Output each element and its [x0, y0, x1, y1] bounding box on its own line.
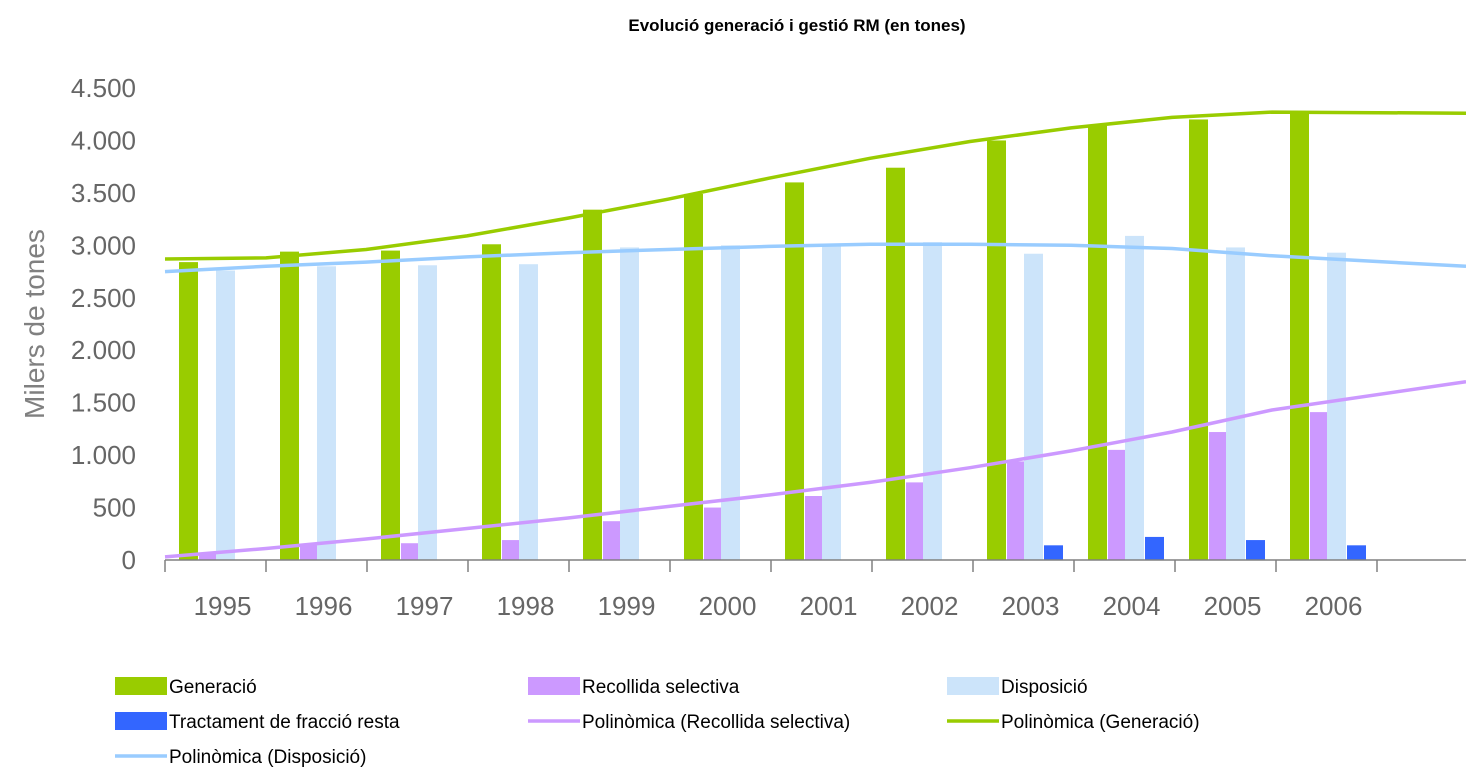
x-tick-label: 2004 [1103, 591, 1161, 621]
x-tick-label: 2000 [699, 591, 757, 621]
y-tick-label: 0 [122, 545, 136, 575]
legend-swatch [115, 677, 167, 695]
bar-disposici--1996 [317, 266, 336, 560]
bar-generaci--1998 [482, 244, 501, 561]
bar-disposici--2003 [1024, 253, 1043, 561]
bar-generaci--2001 [785, 182, 804, 560]
bar-tractament-de-fracci-resta-2004 [1145, 536, 1164, 560]
y-tick-label: 4.000 [71, 125, 136, 155]
bar-disposici--2005 [1226, 247, 1245, 561]
bar-disposici--2001 [822, 245, 841, 561]
legend-swatch [115, 712, 167, 730]
bar-generaci--2002 [886, 167, 905, 560]
legend-label: Polinòmica (Recollida selectiva) [582, 712, 850, 733]
legend-label: Polinòmica (Disposició) [169, 747, 366, 768]
bar-tractament-de-fracci-resta-2006 [1347, 545, 1366, 560]
trend-lines [164, 110, 1466, 559]
bar-tractament-de-fracci-resta-2003 [1044, 545, 1063, 560]
trend-line-polin-mica-generaci- [164, 110, 1466, 261]
bar-disposici--1998 [519, 264, 538, 560]
bar-recollida-selectiva-2004 [1108, 449, 1127, 560]
bar-recollida-selectiva-2005 [1209, 432, 1228, 560]
bar-recollida-selectiva-1997 [401, 543, 420, 560]
y-tick-label: 500 [93, 493, 136, 523]
bar-generaci--1995 [179, 262, 198, 560]
legend-label: Recollida selectiva [582, 677, 740, 698]
bar-disposici--2004 [1125, 235, 1144, 561]
legend-item: Recollida selectiva [528, 677, 740, 698]
x-tick-label: 2006 [1305, 591, 1363, 621]
bar-generaci--2003 [987, 140, 1006, 560]
y-axis: 0 500 1.000 1.500 2.000 2.500 3.000 3.500 4.000 4… [71, 73, 136, 575]
bar-generaci--2005 [1189, 119, 1208, 560]
x-tick-label: 1998 [497, 591, 555, 621]
bar-recollida-selectiva-1995 [199, 552, 218, 560]
legend-item: Disposició [947, 677, 1088, 698]
y-tick-label: 3.500 [71, 178, 136, 208]
legend-item: Tractament de fracció resta [115, 712, 400, 733]
y-tick-label: 2.000 [71, 335, 136, 365]
bar-disposici--2000 [721, 245, 740, 561]
bar-recollida-selectiva-2003 [1007, 461, 1026, 560]
bar-recollida-selectiva-1999 [603, 521, 622, 560]
bar-recollida-selectiva-2001 [805, 496, 824, 560]
x-tick-label: 1995 [194, 591, 252, 621]
x-tick-label: 2005 [1204, 591, 1262, 621]
bar-generaci--1999 [583, 209, 602, 560]
bar-generaci--1997 [381, 250, 400, 561]
legend-item: Polinòmica (Recollida selectiva) [528, 712, 850, 733]
bar-generaci--2004 [1088, 124, 1107, 560]
y-tick-label: 4.500 [71, 73, 136, 103]
legend-item: Generació [115, 677, 257, 698]
bar-disposici--2006 [1327, 252, 1346, 561]
bar-recollida-selectiva-2000 [704, 507, 723, 560]
bar-generaci--1996 [280, 251, 299, 561]
bar-recollida-selectiva-1996 [300, 545, 319, 560]
legend: Generació Recollida selectiva Disposició Tr… [115, 677, 1200, 768]
legend-label: Disposició [1001, 677, 1088, 698]
bar-generaci--2000 [684, 193, 703, 560]
y-tick-label: 1.500 [71, 388, 136, 418]
y-tick-label: 3.000 [71, 230, 136, 260]
legend-item: Polinòmica (Generació) [947, 712, 1200, 733]
x-tick-label: 1997 [396, 591, 454, 621]
bar-disposici--1999 [620, 247, 639, 561]
trend-line-polin-mica-recollida-selectiva- [164, 379, 1466, 559]
y-tick-label: 2.500 [71, 283, 136, 313]
legend-swatch [528, 677, 580, 695]
legend-label: Polinòmica (Generació) [1001, 712, 1200, 733]
bar-tractament-de-fracci-resta-2005 [1246, 540, 1265, 560]
x-axis: 1995 1996 1997 1998 1999 2000 2001 2002 2003 2004… [164, 559, 1466, 621]
bar-recollida-selectiva-2002 [906, 482, 925, 560]
bar-disposici--2002 [923, 242, 942, 561]
chart-title: Evolució generació i gestió RM (en tones… [628, 16, 965, 35]
bar-generaci--2006 [1290, 113, 1309, 560]
bar-recollida-selectiva-2006 [1310, 412, 1329, 560]
y-axis-label: Milers de tones [19, 229, 50, 419]
legend-label: Generació [169, 677, 257, 698]
x-tick-label: 2003 [1002, 591, 1060, 621]
x-tick-label: 1996 [295, 591, 353, 621]
trend-line-polin-mica-disposici- [164, 242, 1466, 274]
legend-swatch [947, 677, 999, 695]
legend-item: Polinòmica (Disposició) [115, 747, 366, 768]
bar-disposici--1995 [216, 270, 235, 560]
x-tick-label: 2002 [901, 591, 959, 621]
x-tick-label: 1999 [598, 591, 656, 621]
x-tick-label: 2001 [800, 591, 858, 621]
bar-disposici--1997 [418, 265, 437, 560]
bar-recollida-selectiva-1998 [502, 540, 521, 560]
y-tick-label: 1.000 [71, 440, 136, 470]
legend-label: Tractament de fracció resta [169, 712, 400, 733]
